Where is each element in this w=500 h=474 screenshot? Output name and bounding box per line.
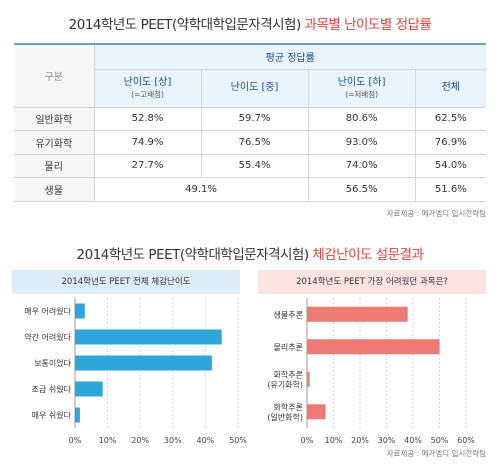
category-label: 화학추론 (유기화학) — [267, 369, 303, 389]
rate-table: 구분 평균 정답률 난이도 [상] (=고배점) 난이도 [중] 난이도 [하](… — [14, 43, 486, 202]
x-tick-label: 20% — [131, 436, 149, 445]
col-total: 전체 — [414, 69, 486, 108]
table-row: 물리 27.7% 55.4% 74.0% 54.0% — [14, 154, 486, 178]
left-chart-title: 2014학년도 PEET 전체 체감난이도 — [12, 270, 240, 294]
row-subject: 물리 — [14, 154, 94, 178]
x-tick-label: 30% — [378, 436, 396, 445]
category-label: 약간 어려웠다 — [24, 332, 71, 342]
col-mid: 난이도 [중] — [200, 69, 309, 108]
category-label: 보통이었다 — [34, 358, 71, 368]
table-source: 자료제공 : 메가엠디 입시전략팀 — [386, 209, 486, 218]
category-label: 매우 쉬웠다 — [32, 410, 72, 420]
cell-low: 80.6% — [307, 107, 416, 131]
bar — [75, 381, 103, 397]
cell-total: 54.0% — [414, 154, 486, 178]
x-tick-label: 20% — [351, 436, 369, 445]
cell-mid: 76.5% — [200, 130, 309, 155]
x-tick-label: 50% — [229, 436, 247, 445]
category-label: 매우 어려웠다 — [24, 306, 71, 316]
bar — [75, 329, 222, 345]
bar — [75, 303, 85, 319]
cell-total: 76.9% — [414, 130, 486, 155]
cell-hi-mid: 49.1% — [93, 177, 309, 202]
table-title: 2014학년도 PEET(약학대학입문자격시험) 과목별 난이도별 정답률 — [68, 17, 432, 33]
survey-title: 2014학년도 PEET(약학대학입문자격시험) 체감난이도 설문결과 — [76, 247, 424, 263]
bar — [307, 371, 310, 387]
row-subject: 일반화학 — [14, 107, 94, 131]
cell-total: 62.5% — [414, 107, 486, 131]
category-label: 화학추론 (일반화학) — [267, 402, 303, 422]
bar — [307, 306, 408, 322]
cell-low: 74.0% — [307, 154, 416, 178]
col-hard: 난이도 [상] (=고배점) — [93, 69, 202, 108]
survey-source: 자료제공 : 메가엠디 입시전략팀 — [386, 449, 486, 458]
bar — [307, 339, 440, 355]
table-row: 생물 49.1% 56.5% 51.6% — [14, 177, 486, 202]
x-tick-label: 40% — [197, 436, 215, 445]
right-chart-title: 2014학년도 PEET 가장 어려웠던 과목은? — [258, 270, 486, 294]
table-row: 일반화학 52.8% 59.7% 80.6% 62.5% — [14, 107, 486, 131]
x-tick-label: 10% — [325, 436, 343, 445]
category-label: 물리추론 — [274, 343, 303, 352]
bar — [75, 407, 80, 423]
header-gubun: 구분 — [14, 43, 94, 108]
x-tick-label: 30% — [164, 436, 182, 445]
cell-low: 93.0% — [307, 130, 416, 155]
bar — [307, 404, 326, 420]
x-tick-label: 10% — [99, 436, 117, 445]
cell-mid: 59.7% — [200, 107, 309, 131]
x-tick-label: 0% — [301, 436, 314, 445]
category-label: 조금 쉬웠다 — [32, 384, 72, 394]
x-tick-label: 40% — [404, 436, 422, 445]
cell-hi: 74.9% — [93, 130, 202, 155]
header-average-rate: 평균 정답률 — [93, 43, 486, 70]
category-label: 생물추론 — [274, 309, 303, 319]
cell-total: 51.6% — [414, 177, 486, 202]
cell-low: 56.5% — [307, 177, 416, 202]
cell-hi: 52.8% — [93, 107, 202, 131]
col-easy: 난이도 [하] (=저배점) — [307, 69, 416, 108]
cell-hi: 27.7% — [93, 154, 202, 178]
x-tick-label: 0% — [69, 436, 82, 445]
bar — [75, 355, 212, 371]
row-subject: 유기화학 — [14, 130, 94, 155]
row-subject: 생물 — [14, 177, 94, 202]
cell-mid: 55.4% — [200, 154, 309, 178]
table-row: 유기화학 74.9% 76.5% 93.0% 76.9% — [14, 130, 486, 155]
x-tick-label: 50% — [431, 436, 449, 445]
x-tick-label: 60% — [457, 436, 475, 445]
